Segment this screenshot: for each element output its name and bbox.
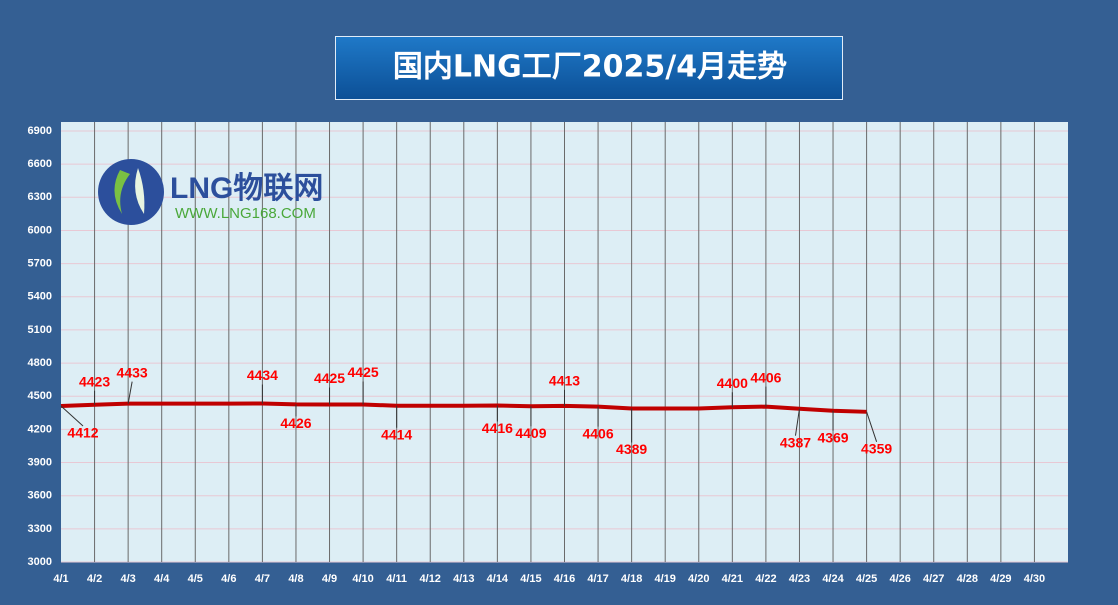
x-tick-label: 4/17: [587, 573, 608, 585]
y-tick-label: 3300: [28, 523, 52, 535]
x-tick-label: 4/11: [386, 573, 407, 585]
y-tick-label: 3900: [28, 456, 52, 468]
leader-line: [127, 381, 133, 404]
x-tick-label: 4/22: [755, 573, 776, 585]
x-tick-label: 4/30: [1024, 573, 1045, 585]
logo: LNG物联网 WWW.LNG168.COM: [98, 159, 323, 225]
logo-icon: [98, 159, 164, 225]
x-tick-label: 4/12: [420, 573, 441, 585]
value-label: 4369: [817, 429, 848, 445]
value-label: 4433: [117, 364, 148, 380]
x-tick-label: 4/21: [722, 573, 743, 585]
x-tick-label: 4/7: [255, 573, 270, 585]
y-tick-label: 3600: [28, 490, 52, 502]
title-box: [335, 36, 843, 100]
y-tick-label: 5700: [28, 258, 52, 270]
logo-name: LNG物联网: [170, 172, 323, 205]
y-tick-label: 6900: [28, 125, 52, 137]
value-label: 4416: [482, 420, 513, 436]
x-tick-label: 4/3: [120, 573, 135, 585]
x-tick-label: 4/9: [322, 573, 337, 585]
value-label: 4413: [549, 373, 580, 389]
value-label: 4400: [717, 375, 748, 391]
x-tick-label: 4/19: [654, 573, 675, 585]
y-tick-label: 4500: [28, 390, 52, 402]
value-label: 4434: [247, 367, 278, 383]
chart-title: 国内LNG工厂2025/4月走势: [393, 50, 787, 85]
x-tick-label: 4/24: [822, 573, 844, 585]
x-tick-label: 4/5: [188, 573, 203, 585]
y-tick-label: 4800: [28, 357, 52, 369]
logo-url: WWW.LNG168.COM: [175, 205, 316, 222]
value-label: 4389: [616, 441, 647, 457]
x-tick-label: 4/13: [453, 573, 474, 585]
y-tick-label: 6300: [28, 191, 52, 203]
x-tick-label: 4/4: [154, 573, 170, 585]
leader-line: [866, 411, 878, 442]
value-label: 4425: [348, 364, 379, 380]
value-label: 4414: [381, 426, 412, 442]
value-label: 4425: [314, 370, 345, 386]
value-label: 4406: [750, 369, 781, 385]
x-tick-label: 4/26: [889, 573, 910, 585]
leader-line: [794, 408, 800, 436]
x-tick-label: 4/29: [990, 573, 1011, 585]
y-tick-label: 4200: [28, 423, 52, 435]
x-tick-label: 4/10: [352, 573, 373, 585]
x-tick-label: 4/16: [554, 573, 575, 585]
value-label: 4423: [79, 373, 110, 389]
x-tick-label: 4/28: [957, 573, 978, 585]
y-tick-label: 3000: [28, 556, 52, 568]
x-tick-label: 4/23: [789, 573, 810, 585]
x-tick-label: 4/20: [688, 573, 709, 585]
y-tick-label: 5100: [28, 324, 52, 336]
x-tick-label: 4/27: [923, 573, 944, 585]
logo-leaf: [135, 168, 145, 214]
x-tick-label: 4/1: [53, 573, 68, 585]
logo-leaf: [114, 170, 130, 214]
value-label: 4412: [67, 425, 98, 441]
y-tick-label: 5400: [28, 291, 52, 303]
leader-line: [60, 405, 84, 427]
x-tick-label: 4/14: [487, 573, 509, 585]
x-tick-label: 4/2: [87, 573, 102, 585]
x-tick-label: 4/8: [288, 573, 303, 585]
value-label: 4426: [280, 415, 311, 431]
value-label: 4406: [582, 425, 613, 441]
value-label: 4387: [780, 434, 811, 450]
value-label: 4359: [861, 441, 892, 457]
value-label: 4409: [515, 425, 546, 441]
x-tick-label: 4/18: [621, 573, 642, 585]
y-tick-label: 6000: [28, 224, 52, 236]
x-tick-label: 4/15: [520, 573, 541, 585]
y-tick-label: 6600: [28, 158, 52, 170]
x-tick-label: 4/6: [221, 573, 236, 585]
x-tick-label: 4/25: [856, 573, 877, 585]
